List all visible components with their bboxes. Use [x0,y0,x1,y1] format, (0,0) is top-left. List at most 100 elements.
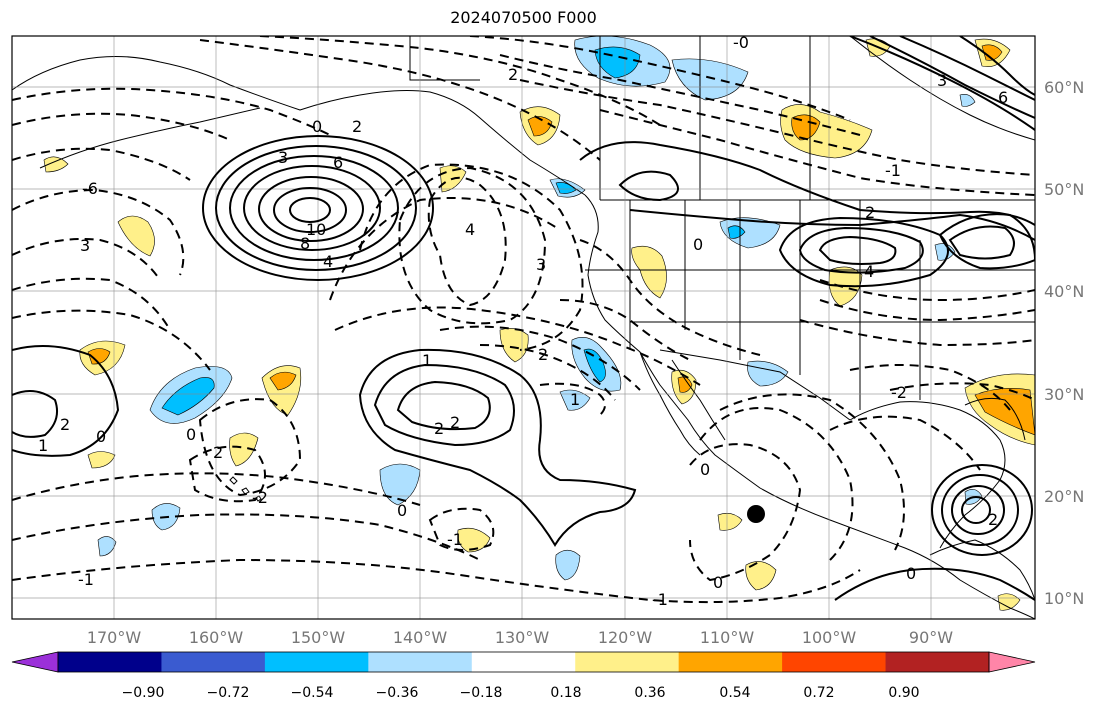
contour-line [12,277,171,331]
border-us-mexico [659,349,851,421]
coastline-gulf-of-mexico [849,401,1006,549]
contour-line [12,238,161,281]
contour-line [618,170,679,202]
contour-line [398,166,547,325]
shade-blue-area [959,94,976,107]
coastline-gulf-of-california [671,359,726,441]
colorbar-bin [58,652,162,672]
colorbar-tick-labels: −0.90 −0.72 −0.54 −0.36 −0.18 0.18 0.36 … [122,685,920,701]
colorbar-tick-label: 0.90 [888,685,919,701]
contour-line [289,197,331,223]
shade-orange-area [269,371,297,391]
contour-line [258,176,364,242]
contour-label: 8 [300,234,310,253]
positive-contours [12,36,1035,601]
graticule [12,36,1035,619]
contour-line [834,567,1035,601]
contour-line [799,319,1035,347]
contour-line [373,363,515,447]
colorbar-tick-label: 0.36 [634,685,665,701]
colorbar-tick-label: 0.54 [719,685,750,701]
contour-label: 2 [538,345,548,364]
shade-yellow-area [229,432,259,467]
contour-label: 3 [278,148,288,167]
colorbar-bin [575,652,680,672]
lon-label: 90°W [909,628,953,647]
contour-line [479,344,616,401]
contour-label: 1 [570,390,580,409]
contour-line [259,36,661,126]
contour-line [559,299,691,361]
lat-label: 40°N [1044,282,1084,301]
contour-label: 4 [864,262,874,281]
colorbar-bin [264,652,369,672]
contour-line [12,112,231,141]
lat-label: 50°N [1044,180,1084,199]
shade-yellow-area [117,215,155,257]
shade-yellow-area [631,245,667,299]
contour-line [12,472,421,506]
contour-line [215,145,417,271]
lon-label: 160°W [189,628,244,647]
contour-line [499,54,861,136]
colorbar-bin [678,652,783,672]
contour-line [948,225,1015,260]
lat-label: 60°N [1044,78,1084,97]
colorbar-extend-max [988,651,1036,673]
negative-contours [12,36,1035,604]
shade-yellow-area [745,561,777,591]
contour-line [519,79,1035,176]
shade-blue-area [97,536,117,557]
colorbar [11,651,1036,673]
colorbar-tick-label: 0.72 [803,685,834,701]
shade-yellow-area [499,328,529,363]
contour-label: 6 [998,88,1008,107]
contour-label: 0 [693,235,703,254]
contour-line [699,407,854,561]
shade-orange-area [981,44,1003,61]
shade-blue-area [559,389,591,411]
colorbar-tick-label: −0.36 [376,685,419,701]
contour-label: 3 [536,255,546,274]
contour-line [539,382,606,416]
shade-blue-area [671,58,749,101]
shade-cyan-area [161,377,215,416]
contour-line [334,306,701,386]
contour-line [439,325,641,391]
colorbar-bin [161,652,266,672]
contour-line [798,226,924,274]
contour-line [931,464,1033,556]
contour-line [849,36,1035,131]
contour-line [849,364,1011,411]
contour-label: 1 [422,351,432,370]
contour-line [427,176,507,307]
contour-label: -1 [78,570,94,589]
lon-label: 110°W [700,628,755,647]
lon-label: 100°W [802,628,857,647]
contour-label: -1 [885,161,901,180]
colorbar-tick-label: −0.54 [291,685,334,701]
lon-label: 150°W [291,628,346,647]
shade-blue-area [934,243,956,261]
province-border [409,36,480,81]
map-title: 2024070500 F000 [450,8,597,27]
contour-labels: 0 2 3 6 10 8 4 4 3 -6 3 2 0 0 1 2 -2 2 0… [38,36,1008,609]
contour-label: 4 [323,252,333,271]
shade-orange-area [791,114,821,141]
shade-blue-area [719,217,781,249]
colorbar-bin [782,652,887,672]
contour-label: 2 [352,117,362,136]
contour-line [829,415,981,471]
contour-line [818,235,897,265]
contour-label: 4 [465,220,475,239]
shade-cyan-area [583,348,606,383]
contour-line [719,393,905,551]
contour-line [202,135,434,281]
lon-label: 130°W [495,628,550,647]
coastline-hudson [849,36,1035,141]
shade-cyan-area [727,225,746,239]
contour-label: 3 [80,236,90,255]
contour-label: 6 [333,153,343,172]
contour-line [199,39,601,161]
shade-yellow-area [43,156,69,173]
